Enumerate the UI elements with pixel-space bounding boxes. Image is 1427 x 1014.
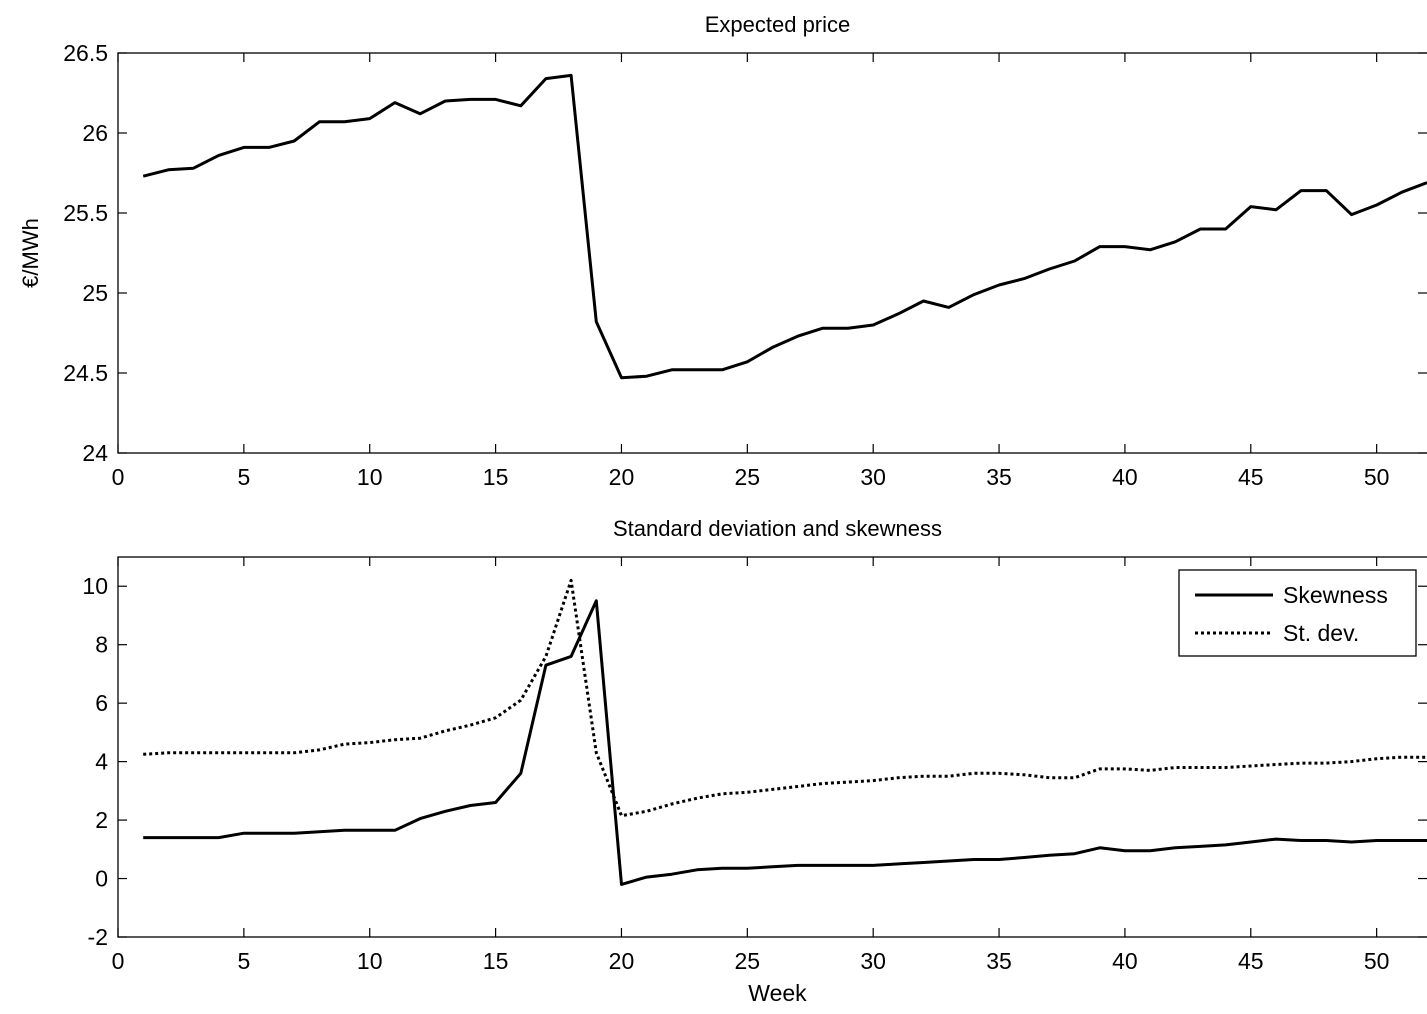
- y-tick-label: 6: [95, 690, 108, 716]
- x-axis-label: Week: [748, 980, 807, 1006]
- x-tick-label: 30: [860, 948, 886, 974]
- series-line-st-dev: [143, 578, 1427, 818]
- x-tick-label: 35: [986, 948, 1012, 974]
- series-group: [143, 578, 1427, 886]
- legend: Skewness St. dev.: [1178, 569, 1417, 657]
- x-tick-label: 40: [1112, 948, 1138, 974]
- x-tick-label: 35: [986, 464, 1012, 490]
- x-tick-label: 40: [1112, 464, 1138, 490]
- x-tick-label: 30: [860, 464, 886, 490]
- legend-box: [1178, 569, 1417, 657]
- y-tick-label: 24: [82, 440, 108, 466]
- series-line-price: [142, 73, 1427, 380]
- axes-box: [117, 52, 1427, 454]
- x-tick-label: 5: [237, 464, 250, 490]
- y-tick-label: 26: [82, 120, 108, 146]
- x-tick-label: 20: [609, 948, 635, 974]
- chart-title: Standard deviation and skewness: [613, 516, 942, 541]
- x-tick-label: 15: [483, 948, 509, 974]
- x-tick-label: 0: [112, 948, 125, 974]
- x-tick-label: 50: [1364, 464, 1390, 490]
- x-tick-label: 15: [483, 464, 509, 490]
- y-tick-label: 4: [95, 749, 108, 775]
- y-tick-label: 24.5: [63, 360, 108, 386]
- x-tick-label: 5: [237, 948, 250, 974]
- x-tick-label: 45: [1238, 464, 1264, 490]
- x-tick-label: 45: [1238, 948, 1264, 974]
- y-tick-label: -2: [88, 924, 108, 950]
- y-axis-label: €/MWh: [18, 218, 43, 288]
- y-tick-label: 2: [95, 807, 108, 833]
- y-tick-label: 25.5: [63, 200, 108, 226]
- x-tick-label: 0: [112, 464, 125, 490]
- x-tick-label: 20: [609, 464, 635, 490]
- axes-box: [117, 556, 1427, 938]
- x-tick-label: 10: [357, 948, 383, 974]
- x-tick-label: 25: [735, 464, 761, 490]
- x-tick-label: 10: [357, 464, 383, 490]
- y-tick-label: 25: [82, 280, 108, 306]
- legend-label: Skewness: [1283, 582, 1388, 608]
- y-tick-label: 26.5: [63, 40, 108, 66]
- y-tick-label: 0: [95, 866, 108, 892]
- x-tick-label: 25: [735, 948, 761, 974]
- y-tick-label: 8: [95, 632, 108, 658]
- chart-title: Expected price: [705, 12, 851, 37]
- expected-price-panel: 0 5 10 15 20 25 30 35 40 45 50 24 24.5 25 25.5 26 26.5 Ex…: [18, 12, 1427, 490]
- x-tick-label: 50: [1364, 948, 1390, 974]
- legend-label: St. dev.: [1283, 620, 1359, 646]
- y-tick-label: 10: [82, 573, 108, 599]
- series-line-skewness: [143, 599, 1427, 886]
- series-group: [142, 73, 1427, 380]
